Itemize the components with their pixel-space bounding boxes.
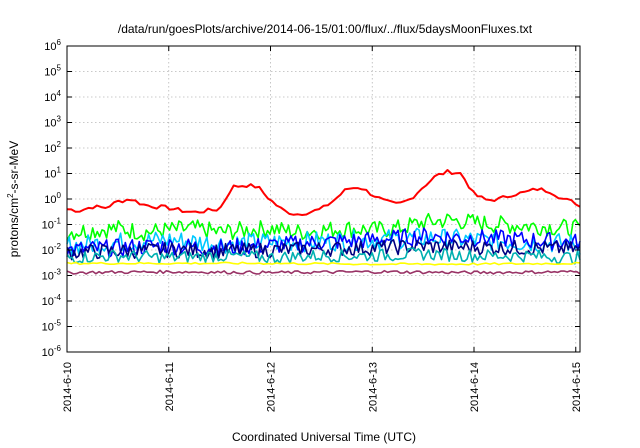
y-tick-exponent: 5 — [57, 64, 62, 73]
series-line-5 — [66, 247, 581, 265]
y-tick-exponent: 3 — [57, 115, 62, 124]
y-tick-base: 10 — [44, 41, 56, 53]
series-line-7 — [66, 269, 581, 275]
y-tick-base: 10 — [44, 194, 56, 206]
y-tick-label: 103 — [44, 115, 61, 130]
y-tick-label: 10-3 — [42, 268, 62, 283]
y-tick-exponent: -2 — [54, 242, 62, 251]
y-tick-base: 10 — [44, 143, 56, 155]
y-axis-label: protons/cm2-s-sr-MeV — [6, 141, 21, 257]
y-tick-exponent: 4 — [57, 89, 62, 98]
x-axis-ticks: 2014-6-10 2014-6-11 2014-6-12 2014-6-13 2014… — [62, 46, 583, 412]
y-tick-exponent: -6 — [54, 344, 62, 353]
y-tick-label: 10-6 — [42, 344, 62, 359]
x-tick-label: 2014-6-15 — [571, 362, 583, 412]
x-axis-label: Coordinated Universal Time (UTC) — [232, 430, 416, 444]
y-tick-exponent: -5 — [54, 319, 62, 328]
y-tick-label: 10-2 — [42, 242, 62, 257]
y-tick-exponent: -4 — [54, 293, 62, 302]
y-axis-label-superscript: 2 — [6, 193, 15, 198]
series-line-6 — [66, 261, 581, 266]
y-tick-exponent: 1 — [57, 166, 62, 175]
y-tick-exponent: -1 — [54, 217, 62, 226]
y-tick-label: 105 — [44, 64, 61, 79]
y-tick-exponent: -3 — [54, 268, 62, 277]
y-tick-exponent: 2 — [57, 140, 62, 149]
y-tick-exponent: 6 — [57, 38, 62, 47]
y-tick-base: 10 — [44, 92, 56, 104]
y-tick-label: 104 — [44, 89, 61, 104]
y-tick-label: 101 — [44, 166, 61, 181]
y-axis-label-main: protons/cm — [7, 198, 21, 257]
y-tick-base: 10 — [42, 347, 54, 359]
x-tick-label: 2014-6-13 — [367, 362, 379, 412]
y-tick-base: 10 — [44, 169, 56, 181]
y-tick-label: 10-4 — [42, 293, 62, 308]
y-tick-label: 106 — [44, 38, 61, 53]
x-tick-label: 2014-6-10 — [62, 362, 74, 412]
series-line-2 — [66, 227, 581, 256]
series-line-0 — [66, 169, 581, 216]
x-tick-label: 2014-6-14 — [469, 362, 481, 412]
y-tick-label: 10-5 — [42, 319, 62, 334]
y-tick-label: 102 — [44, 140, 61, 155]
y-tick-exponent: 0 — [57, 191, 62, 200]
series-line-1 — [66, 212, 581, 242]
x-tick-label: 2014-6-12 — [266, 362, 278, 412]
y-tick-base: 10 — [42, 296, 54, 308]
y-tick-base: 10 — [42, 220, 54, 232]
x-tick-label: 2014-6-11 — [164, 362, 176, 411]
y-tick-base: 10 — [42, 271, 54, 283]
grid-lines — [66, 46, 580, 352]
y-tick-label: 10-1 — [42, 217, 62, 232]
y-tick-base: 10 — [44, 67, 56, 79]
y-tick-base: 10 — [42, 245, 54, 257]
y-axis-ticks: 10610510410310210110010-110-210-310-410-… — [42, 38, 580, 359]
y-tick-base: 10 — [42, 322, 54, 334]
series-layer — [66, 169, 581, 275]
y-axis-label-tail: -s-sr-MeV — [7, 141, 21, 194]
y-tick-base: 10 — [44, 118, 56, 130]
y-tick-label: 100 — [44, 191, 61, 206]
chart-title: /data/run/goesPlots/archive/2014-06-15/0… — [118, 22, 533, 36]
